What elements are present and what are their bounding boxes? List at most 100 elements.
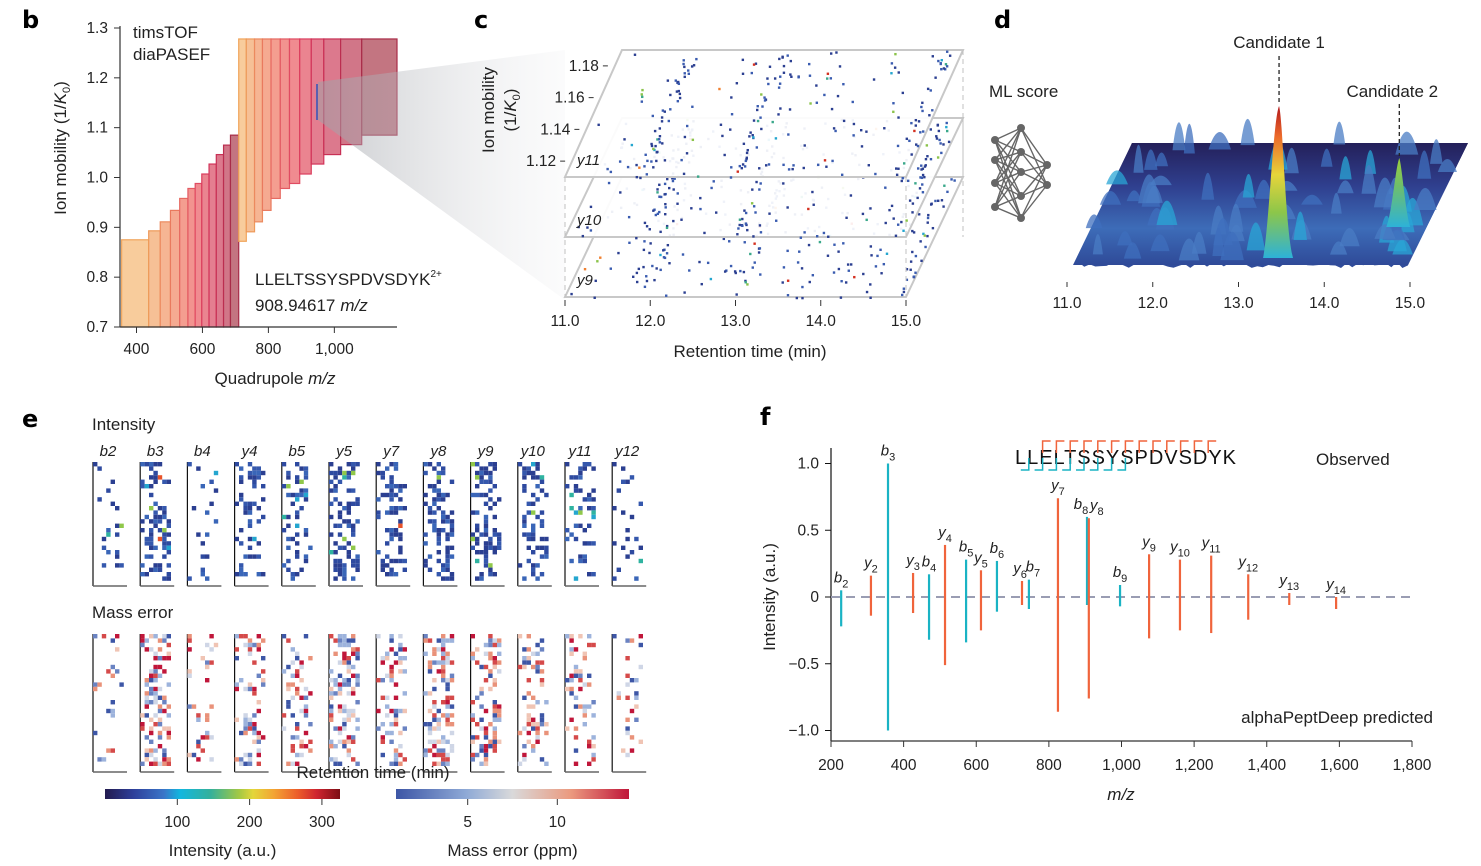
ion-number: 10 [1178,548,1190,560]
heatmap-cell [591,757,596,762]
y-ion-bracket [1055,440,1065,453]
feature-point [830,107,834,111]
heatmap-cell [432,510,437,515]
heatmap-cell [140,722,145,727]
feature-point [749,252,752,256]
heatmap-cell [162,506,167,511]
heatmap-cell [479,572,484,577]
heatmap-cell [539,647,545,652]
ion-type: b [990,540,998,557]
feature-point [656,188,659,191]
feature-point [663,159,667,162]
heatmap-cell [162,761,167,766]
x-tick-label: 14.0 [806,313,837,330]
heatmap-cell [376,726,381,731]
feature-point [660,116,664,119]
heatmap-cell [153,470,158,476]
heatmap-cell [166,541,171,546]
feature-point [827,235,830,238]
heatmap-cell [209,660,214,665]
heatmap-cell [299,752,304,758]
fragment-label: b2 [100,443,117,460]
heatmap-cell [196,744,201,749]
heatmap-cell [157,462,163,467]
heatmap-cell [200,541,205,546]
heatmap-cell [544,492,549,498]
heatmap-cell [423,651,428,656]
heatmap-cell [488,541,493,546]
heatmap-cell [162,536,167,542]
isolation-window [270,38,281,200]
feature-point [633,53,637,56]
feature-point [773,77,777,80]
feature-point [927,213,930,217]
heatmap-cell [261,678,266,683]
feature-point [677,82,681,86]
feature-point [663,110,667,113]
feature-point [645,173,649,176]
heatmap-cell [445,550,450,555]
heatmap-cell [539,682,545,687]
heatmap-cell [423,748,428,753]
peak-label: b6 [990,540,1004,561]
heatmap-cell [522,744,527,749]
heatmap-cell [539,523,545,528]
heatmap-cell [295,475,300,480]
x-tick-label: 11.0 [1052,295,1081,312]
heatmap-cell [483,757,489,762]
isolation-window [222,144,232,328]
feature-point [902,229,905,232]
feature-point [788,108,792,111]
heatmap-cell [308,722,313,727]
feature-point [676,192,679,195]
heatmap-cell [497,497,502,502]
heatmap-cell [535,664,540,670]
heatmap-cell [470,510,475,515]
feature-point [847,269,850,272]
heatmap-cell [436,550,441,555]
surface-ridge [1126,190,1142,202]
feature-point [586,226,589,229]
feature-point [781,56,784,59]
heatmap-cell [162,545,167,550]
heatmap-cell [333,682,338,687]
peak-label: y10 [1169,539,1190,560]
feature-point [909,268,912,271]
feature-point [658,127,662,130]
heatmap-cell [483,492,489,498]
heatmap-cell [432,523,437,528]
feature-point [874,172,877,176]
surface-ridge [1183,123,1195,154]
heatmap-cell [436,492,441,498]
heatmap-cell [153,669,158,674]
heatmap-cell [337,514,343,520]
heatmap-cell [522,726,527,731]
colorbar-tick-label: 10 [549,814,567,831]
heatmap-cell [432,501,437,506]
heatmap-cell [149,554,154,559]
heatmap-cell [157,704,163,709]
heatmap-cell [578,554,583,559]
heatmap-cell [333,484,338,489]
heatmap-cell [578,470,583,476]
heatmap-cell [582,528,587,533]
heatmap-cell [427,506,433,511]
heatmap-cell [573,735,579,740]
feature-point [669,93,672,97]
feature-point [751,266,754,269]
heatmap-cell [483,748,489,753]
heatmap-cell [290,572,295,577]
feature-point [911,229,914,233]
heatmap-cell [252,484,257,489]
heatmap-cell [483,550,489,555]
heatmap-cell [299,488,304,493]
heatmap-cell [569,647,574,652]
feature-point [920,164,923,167]
fragment-label: y10 [520,443,546,460]
heatmap-cell [393,506,399,511]
heatmap-cell [402,647,407,652]
heatmap-cell [393,752,399,758]
heatmap-cell [475,484,480,489]
heatmap-cell [470,739,475,744]
